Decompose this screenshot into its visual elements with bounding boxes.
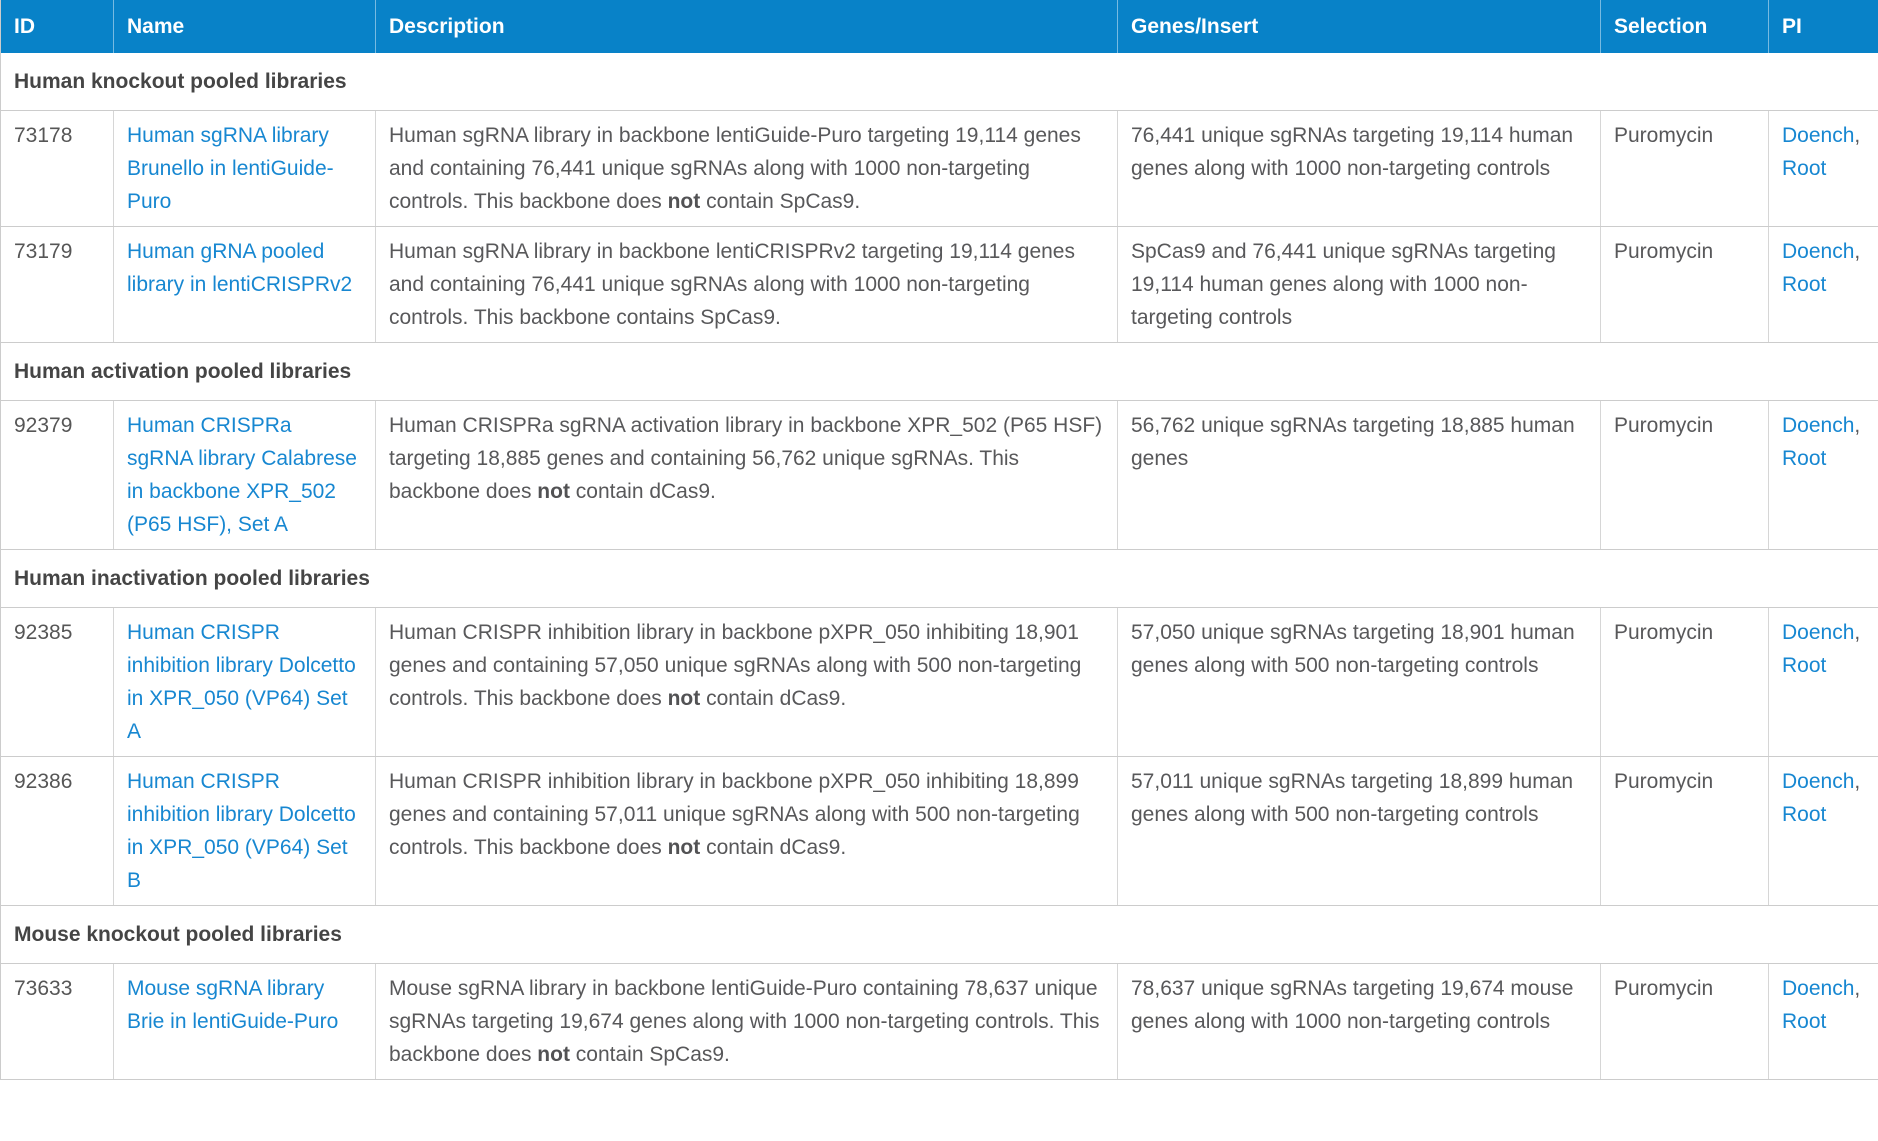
id-cell: 73633 [0, 963, 114, 1080]
selection-cell: Puromycin [1600, 110, 1769, 227]
description-text-after: contain dCas9. [700, 687, 847, 710]
pooled-libraries-page: ID Name Description Genes/Insert Selecti… [0, 0, 1878, 1080]
description-text-after: contain dCas9. [700, 836, 847, 859]
description-text-after: contain dCas9. [569, 480, 716, 503]
table-row: 92379 Human CRISPRa sgRNA library Calabr… [0, 400, 1878, 550]
table-row: 92386 Human CRISPR inhibition library Do… [0, 756, 1878, 906]
plasmid-name-link[interactable]: Human CRISPRa sgRNA library Calabrese in… [127, 414, 357, 536]
plasmid-name-link[interactable]: Human CRISPR inhibition library Dolcetto… [127, 770, 356, 892]
description-text: Human sgRNA library in backbone lentiGui… [389, 124, 1081, 213]
column-header-pi: PI [1768, 0, 1878, 53]
pi-link-root[interactable]: Root [1782, 447, 1827, 470]
description-bold-text: not [667, 190, 701, 213]
pi-cell: Doench, Root [1768, 110, 1878, 227]
description-text-after: contain SpCas9. [700, 190, 861, 213]
id-cell: 92385 [0, 607, 114, 757]
description-text: Human sgRNA library in backbone lentiCRI… [389, 240, 1075, 329]
name-cell: Human CRISPR inhibition library Dolcetto… [113, 607, 376, 757]
description-cell: Mouse sgRNA library in backbone lentiGui… [375, 963, 1118, 1080]
genes-insert-cell: SpCas9 and 76,441 unique sgRNAs targetin… [1117, 226, 1601, 343]
description-cell: Human sgRNA library in backbone lentiGui… [375, 110, 1118, 227]
pi-link-root[interactable]: Root [1782, 803, 1827, 826]
pi-separator: , [1854, 621, 1861, 644]
pi-separator: , [1854, 240, 1861, 263]
pi-link-doench[interactable]: Doench [1782, 621, 1855, 644]
section-heading: Human knockout pooled libraries [0, 53, 1878, 111]
description-bold-text: not [667, 836, 701, 859]
name-cell: Human sgRNA library Brunello in lentiGui… [113, 110, 376, 227]
description-text: Human CRISPRa sgRNA activation library i… [389, 414, 1103, 503]
description-bold-text: not [537, 480, 570, 503]
id-cell: 73178 [0, 110, 114, 227]
plasmid-name-link[interactable]: Mouse sgRNA library Brie in lentiGuide-P… [127, 977, 339, 1033]
name-cell: Human gRNA pooled library in lentiCRISPR… [113, 226, 376, 343]
section-heading-row: Mouse knockout pooled libraries [0, 905, 1878, 964]
section-heading: Human activation pooled libraries [0, 342, 1878, 401]
id-cell: 73179 [0, 226, 114, 343]
name-cell: Mouse sgRNA library Brie in lentiGuide-P… [113, 963, 376, 1080]
selection-cell: Puromycin [1600, 963, 1769, 1080]
genes-insert-cell: 78,637 unique sgRNAs targeting 19,674 mo… [1117, 963, 1601, 1080]
genes-insert-cell: 56,762 unique sgRNAs targeting 18,885 hu… [1117, 400, 1601, 550]
pi-link-doench[interactable]: Doench [1782, 240, 1855, 263]
pi-separator: , [1854, 977, 1861, 1000]
genes-insert-cell: 57,011 unique sgRNAs targeting 18,899 hu… [1117, 756, 1601, 906]
description-cell: Human CRISPRa sgRNA activation library i… [375, 400, 1118, 550]
description-text: Human CRISPR inhibition library in backb… [389, 621, 1082, 710]
selection-cell: Puromycin [1600, 400, 1769, 550]
description-cell: Human sgRNA library in backbone lentiCRI… [375, 226, 1118, 343]
pi-separator: , [1854, 770, 1861, 793]
table-row: 73178 Human sgRNA library Brunello in le… [0, 110, 1878, 227]
description-bold-text: not [667, 687, 701, 710]
column-header-selection: Selection [1600, 0, 1769, 53]
column-header-genes-insert: Genes/Insert [1117, 0, 1601, 53]
plasmid-name-link[interactable]: Human gRNA pooled library in lentiCRISPR… [127, 240, 353, 296]
selection-cell: Puromycin [1600, 226, 1769, 343]
name-cell: Human CRISPRa sgRNA library Calabrese in… [113, 400, 376, 550]
pi-link-root[interactable]: Root [1782, 157, 1827, 180]
pi-link-doench[interactable]: Doench [1782, 124, 1855, 147]
pi-link-doench[interactable]: Doench [1782, 414, 1855, 437]
pi-cell: Doench, Root [1768, 607, 1878, 757]
section-heading-row: Human knockout pooled libraries [0, 53, 1878, 111]
pi-cell: Doench, Root [1768, 400, 1878, 550]
section-heading: Mouse knockout pooled libraries [0, 905, 1878, 964]
section-heading-row: Human inactivation pooled libraries [0, 549, 1878, 608]
section-heading-row: Human activation pooled libraries [0, 342, 1878, 401]
pi-cell: Doench, Root [1768, 226, 1878, 343]
pi-cell: Doench, Root [1768, 756, 1878, 906]
selection-cell: Puromycin [1600, 756, 1769, 906]
pi-link-doench[interactable]: Doench [1782, 770, 1855, 793]
section-heading: Human inactivation pooled libraries [0, 549, 1878, 608]
pi-link-root[interactable]: Root [1782, 273, 1827, 296]
id-cell: 92379 [0, 400, 114, 550]
column-header-name: Name [113, 0, 376, 53]
table-row: 73633 Mouse sgRNA library Brie in lentiG… [0, 963, 1878, 1080]
plasmid-name-link[interactable]: Human sgRNA library Brunello in lentiGui… [127, 124, 334, 213]
name-cell: Human CRISPR inhibition library Dolcetto… [113, 756, 376, 906]
id-cell: 92386 [0, 756, 114, 906]
column-header-id: ID [0, 0, 114, 53]
pi-separator: , [1854, 414, 1861, 437]
description-cell: Human CRISPR inhibition library in backb… [375, 756, 1118, 906]
description-bold-text: not [537, 1043, 570, 1066]
pi-link-doench[interactable]: Doench [1782, 977, 1855, 1000]
pi-cell: Doench, Root [1768, 963, 1878, 1080]
description-text: Mouse sgRNA library in backbone lentiGui… [389, 977, 1100, 1066]
pooled-libraries-table: ID Name Description Genes/Insert Selecti… [0, 0, 1878, 1080]
plasmid-name-link[interactable]: Human CRISPR inhibition library Dolcetto… [127, 621, 356, 743]
table-header: ID Name Description Genes/Insert Selecti… [0, 0, 1878, 53]
pi-separator: , [1854, 124, 1861, 147]
genes-insert-cell: 76,441 unique sgRNAs targeting 19,114 hu… [1117, 110, 1601, 227]
description-text: Human CRISPR inhibition library in backb… [389, 770, 1080, 859]
table-row: 92385 Human CRISPR inhibition library Do… [0, 607, 1878, 757]
genes-insert-cell: 57,050 unique sgRNAs targeting 18,901 hu… [1117, 607, 1601, 757]
pi-link-root[interactable]: Root [1782, 654, 1827, 677]
table-row: 73179 Human gRNA pooled library in lenti… [0, 226, 1878, 343]
selection-cell: Puromycin [1600, 607, 1769, 757]
description-cell: Human CRISPR inhibition library in backb… [375, 607, 1118, 757]
column-header-description: Description [375, 0, 1118, 53]
description-text-after: contain SpCas9. [569, 1043, 730, 1066]
pi-link-root[interactable]: Root [1782, 1010, 1827, 1033]
